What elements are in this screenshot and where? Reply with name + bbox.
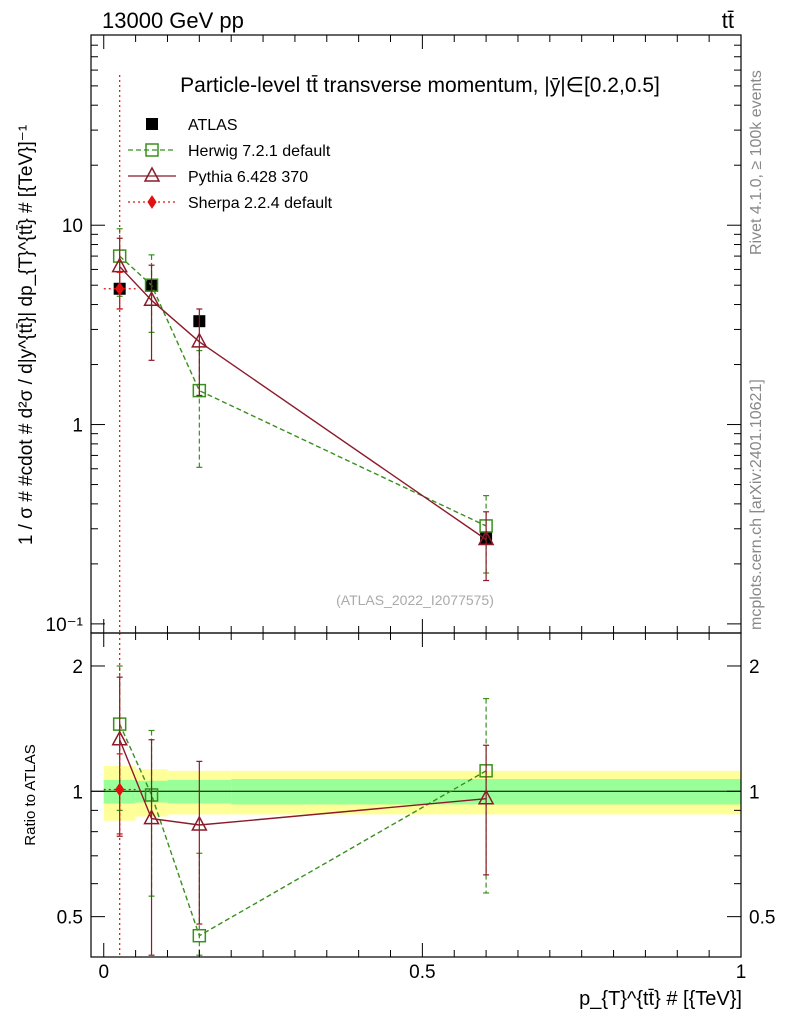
plot-title: Particle-level tt̄ transverse momentum, …	[180, 74, 660, 97]
legend-marker	[147, 195, 157, 209]
series-point	[115, 281, 125, 296]
y-axis-title: 1 / σ # #cdot # d²σ / d|y^{tt̄}| dp_{T}^…	[16, 125, 37, 545]
legend-label: ATLAS	[188, 117, 238, 134]
ratio-y-tick-label-right: 0.5	[749, 908, 775, 929]
legend: ATLAS Herwig 7.2.1 default Pythia 6.428 37…	[128, 117, 333, 212]
ratio-point	[191, 815, 208, 831]
ratio-axis-title: Ratio to ATLAS	[22, 744, 39, 845]
legend-marker	[145, 143, 159, 157]
header-process: tt̄	[722, 8, 734, 33]
x-tick-label: 1	[736, 962, 747, 983]
ratio-y-tick-label-right: 2	[749, 657, 760, 678]
legend-marker	[143, 166, 161, 182]
series-point	[143, 290, 160, 307]
ratio-point	[192, 928, 207, 943]
ratio-panel	[90, 632, 742, 958]
main-y-tick-label: 10⁻¹	[46, 615, 84, 636]
ratio-y-tick-label-right: 1	[749, 782, 760, 803]
main-y-tick-label: 10	[62, 216, 83, 237]
series-line	[119, 255, 487, 527]
legend-label: Sherpa 2.2.4 default	[188, 195, 333, 212]
watermark: (ATLAS_2022_I2077575)	[336, 592, 494, 608]
series-point	[477, 529, 495, 546]
main-y-tick-label: 1	[72, 416, 83, 437]
legend-label: Pythia 6.428 370	[188, 169, 308, 186]
ratio-y-tick-label: 1	[72, 782, 83, 803]
main-panel: Particle-level tt̄ transverse momentum, …	[90, 34, 742, 634]
rivet-label: Rivet 4.1.0, ≥ 100k events	[748, 70, 765, 255]
series-ratio-line	[119, 739, 487, 826]
series-line	[119, 266, 487, 541]
ratio-point	[115, 782, 125, 797]
legend-marker	[146, 118, 158, 130]
series-point	[191, 332, 208, 348]
ratio-point	[477, 789, 495, 805]
mcplots-label: mcplots.cern.ch [arXiv:2401.10621]	[748, 379, 765, 630]
x-axis-title: p_{T}^{tt̄} # [{TeV}]	[579, 988, 742, 1010]
series-ratio-line	[119, 723, 487, 937]
legend-label: Herwig 7.2.1 default	[188, 143, 331, 160]
ratio-frame	[90, 632, 742, 958]
x-tick-label: 0.5	[409, 962, 435, 983]
header-energy: 13000 GeV pp	[102, 8, 244, 33]
ratio-y-tick-label: 2	[72, 657, 83, 678]
ratio-y-tick-label: 0.5	[57, 908, 83, 929]
x-tick-label: 0	[98, 962, 109, 983]
ratio-point	[143, 809, 160, 825]
